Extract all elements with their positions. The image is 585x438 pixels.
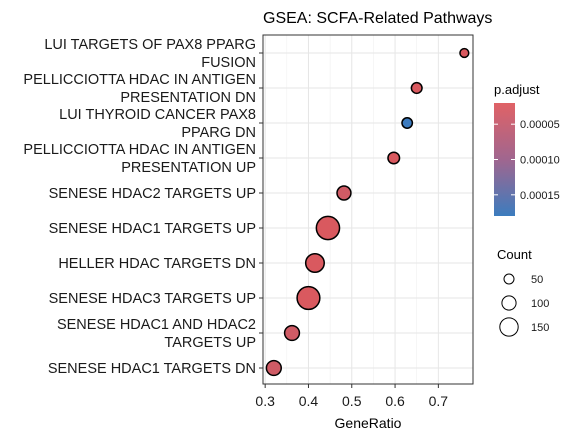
y-tick-label: FUSION — [201, 55, 256, 71]
y-tick-label: SENESE HDAC1 TARGETS DN — [48, 361, 256, 377]
size-legend-title: Count — [497, 247, 532, 262]
pathway-point — [315, 215, 341, 241]
data-points — [265, 47, 470, 377]
size-legend: Count 50 100 150 — [497, 247, 549, 337]
x-axis-title: GeneRatio — [335, 415, 402, 431]
pathway-point — [410, 81, 423, 95]
color-legend-label: 0.00015 — [520, 190, 560, 202]
y-tick-label: PELLICCIOTTA HDAC IN ANTIGEN — [23, 72, 256, 88]
x-tick-label: 0.5 — [342, 393, 362, 409]
y-axis-ticks — [259, 52, 263, 369]
chart-title: GSEA: SCFA-Related Pathways — [263, 10, 492, 27]
y-tick-label: SENESE HDAC1 TARGETS UP — [49, 221, 256, 237]
color-legend-bar — [494, 103, 515, 216]
y-tick-label: PELLICCIOTTA HDAC IN ANTIGEN — [23, 142, 256, 158]
color-legend-title: p.adjust — [494, 82, 540, 97]
plot-panel — [262, 34, 474, 385]
x-tick-label: 0.7 — [429, 393, 449, 409]
x-axis-ticks: 0.3 0.4 0.5 0.6 0.7 — [255, 384, 448, 409]
pathway-point — [296, 285, 321, 311]
y-tick-label: LUI THYROID CANCER PAX8 — [59, 107, 256, 123]
x-tick-label: 0.6 — [385, 393, 405, 409]
size-legend-circle — [503, 273, 515, 285]
y-tick-label: SENESE HDAC3 TARGETS UP — [49, 291, 256, 307]
size-legend-label: 150 — [531, 322, 549, 334]
y-tick-label: SENESE HDAC1 AND HDAC2 — [57, 317, 256, 333]
size-legend-label: 100 — [531, 298, 549, 310]
color-legend-label: 0.00005 — [520, 119, 560, 131]
size-legend-label: 50 — [531, 274, 543, 286]
color-legend: p.adjust 0.00005 0.00010 0.00015 — [494, 82, 560, 216]
y-tick-label: PRESENTATION DN — [120, 90, 256, 106]
y-tick-label: LUI TARGETS OF PAX8 PPARG — [44, 37, 256, 53]
grid-major — [263, 35, 473, 384]
pathway-point — [387, 151, 401, 165]
y-tick-label: SENESE HDAC2 TARGETS UP — [49, 186, 256, 202]
size-legend-circle — [501, 295, 517, 311]
color-legend-label: 0.00010 — [520, 155, 560, 167]
pathway-point — [336, 185, 352, 201]
pathway-point — [304, 252, 325, 274]
pathway-point — [459, 47, 470, 59]
y-tick-label: HELLER HDAC TARGETS DN — [58, 256, 256, 272]
size-legend-circle — [499, 317, 519, 337]
x-tick-label: 0.3 — [255, 393, 275, 409]
y-axis-labels: LUI TARGETS OF PAX8 PPARGFUSIONPELLICCIO… — [23, 37, 256, 377]
pathway-point — [283, 324, 301, 342]
y-tick-label: PPARG DN — [181, 125, 256, 141]
x-tick-label: 0.4 — [299, 393, 319, 409]
pathway-point — [265, 359, 282, 377]
y-tick-label: TARGETS UP — [164, 335, 256, 351]
y-tick-label: PRESENTATION UP — [121, 160, 256, 176]
pathway-point — [401, 117, 414, 129]
